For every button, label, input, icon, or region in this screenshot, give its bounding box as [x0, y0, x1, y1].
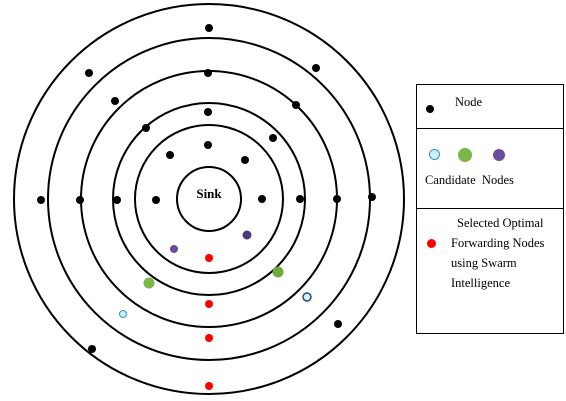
node — [37, 196, 45, 204]
ring-2 — [112, 102, 306, 296]
candidate-node-green — [143, 277, 155, 289]
ring-1 — [134, 124, 284, 274]
legend-candidate-light-blue-marker — [429, 149, 440, 160]
node — [204, 108, 212, 116]
candidate-node-light-blue — [302, 292, 312, 302]
node — [152, 196, 160, 204]
legend-node-label: Node — [455, 95, 483, 109]
candidate-nodes — [119, 230, 312, 318]
legend-candidate-green-marker — [458, 148, 472, 162]
legend-row-candidate: Candidate Nodes — [417, 129, 563, 209]
node — [111, 97, 119, 105]
optimal-node — [205, 254, 213, 262]
optimal-node — [205, 300, 213, 308]
node — [113, 196, 121, 204]
legend-node-marker — [426, 105, 434, 113]
sink-circle — [176, 166, 242, 232]
node — [296, 195, 304, 203]
optimal-node — [205, 382, 213, 390]
legend: Node Candidate Nodes Selected Optimal Fo… — [416, 84, 564, 334]
legend-optimal-marker — [427, 239, 436, 248]
node — [85, 69, 93, 77]
node — [241, 156, 249, 164]
legend-row-optimal: Selected Optimal Forwarding Nodes using … — [417, 209, 563, 335]
node — [204, 69, 212, 77]
node — [312, 64, 320, 72]
node — [88, 345, 96, 353]
node — [292, 101, 300, 109]
legend-row-node: Node — [417, 85, 563, 129]
legend-candidate-purple-marker — [493, 149, 505, 161]
legend-optimal-line-4: Intelligence — [451, 276, 510, 290]
sink-label: Sink — [196, 186, 222, 201]
candidate-node-purple — [242, 230, 252, 240]
nodes — [37, 24, 376, 353]
optimal-forwarding-nodes — [205, 254, 213, 390]
node — [204, 141, 212, 149]
candidate-node-green — [272, 266, 284, 278]
legend-optimal-line-3: using Swarm — [451, 256, 517, 270]
optimal-node — [205, 334, 213, 342]
node — [142, 124, 150, 132]
candidate-node-purple — [170, 245, 178, 253]
ring-outer — [13, 3, 405, 395]
node — [368, 193, 376, 201]
node — [334, 320, 342, 328]
legend-optimal-line-1: Selected Optimal — [457, 216, 544, 230]
node — [166, 151, 174, 159]
network-diagram: Sink — [13, 3, 405, 395]
node — [258, 195, 266, 203]
node — [76, 196, 84, 204]
legend-optimal-line-2: Forwarding Nodes — [451, 236, 545, 250]
candidate-node-light-blue — [119, 310, 127, 318]
node — [333, 195, 341, 203]
legend-candidate-label: Candidate Nodes — [425, 173, 514, 187]
node — [269, 134, 277, 142]
node — [205, 24, 213, 32]
